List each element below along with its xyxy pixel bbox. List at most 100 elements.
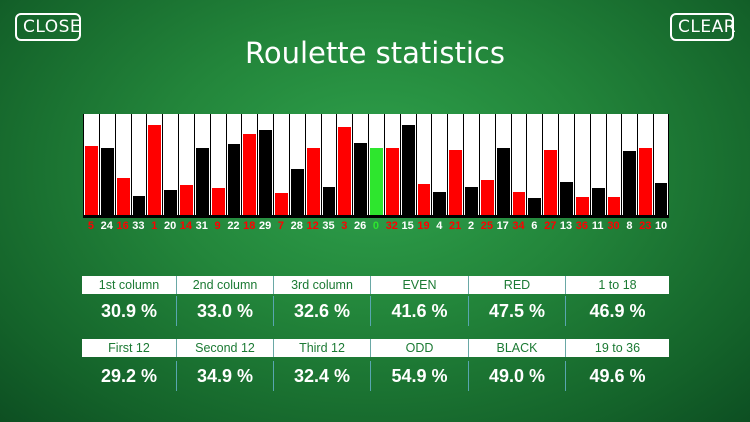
chart-baseline xyxy=(83,215,669,218)
clear-button[interactable]: CLEAR xyxy=(670,13,736,41)
bar-27 xyxy=(544,150,558,217)
bar-19 xyxy=(417,183,431,217)
bar-11 xyxy=(591,187,605,217)
number-label-0: 0 xyxy=(372,220,380,232)
bar-14 xyxy=(180,184,193,217)
number-label-25: 25 xyxy=(480,220,493,232)
number-label-33: 33 xyxy=(132,220,145,232)
stats-row-1-values: 30.9 % 33.0 % 32.6 % 41.6 % 47.5 % 46.9 … xyxy=(82,296,669,326)
number-label-20: 20 xyxy=(163,220,177,232)
number-label-3: 3 xyxy=(341,220,348,232)
bar-5 xyxy=(85,146,98,217)
chart-column-15 xyxy=(399,114,416,217)
stats-row-1-labels: 1st column 2nd column 3rd column EVEN RE… xyxy=(82,276,669,294)
stat-label-odd: ODD xyxy=(371,339,469,357)
number-label-2: 2 xyxy=(467,220,475,232)
stat-label-1st-column: 1st column xyxy=(82,276,177,294)
bar-2 xyxy=(465,186,478,217)
chart-column-20 xyxy=(162,114,178,217)
chart-column-14 xyxy=(178,114,194,217)
stat-value-19-to-36: 49.6 % xyxy=(589,366,646,386)
stat-value-1st-column: 30.9 % xyxy=(82,296,177,326)
bar-6 xyxy=(528,197,542,217)
bar-35 xyxy=(322,186,336,217)
bar-10 xyxy=(655,182,667,217)
number-label-7: 7 xyxy=(277,220,285,232)
chart-column-17 xyxy=(494,114,511,217)
stat-label-2nd-column: 2nd column xyxy=(177,276,274,294)
chart-column-32 xyxy=(383,114,400,217)
number-label-24: 24 xyxy=(100,220,113,232)
number-label-4: 4 xyxy=(436,220,443,232)
number-label-32: 32 xyxy=(385,220,398,232)
stat-label-black: BLACK xyxy=(469,339,566,357)
chart-column-18 xyxy=(241,114,257,217)
bar-34 xyxy=(512,191,526,217)
chart-column-35 xyxy=(320,114,337,217)
number-label-6: 6 xyxy=(531,220,538,232)
bar-17 xyxy=(496,148,510,217)
number-label-23: 23 xyxy=(639,220,652,232)
bar-12 xyxy=(306,148,320,217)
number-label-12: 12 xyxy=(306,220,319,232)
bar-28 xyxy=(290,168,304,217)
stat-label-1-to-18: 1 to 18 xyxy=(566,276,669,294)
number-label-22: 22 xyxy=(227,220,240,232)
chart-column-16 xyxy=(114,114,131,217)
bar-31 xyxy=(195,148,209,217)
number-label-28: 28 xyxy=(290,220,303,232)
stat-label-first-12: First 12 xyxy=(82,339,177,357)
number-label-8: 8 xyxy=(626,220,633,232)
stat-value-first-12: 29.2 % xyxy=(82,361,177,391)
chart-column-0 xyxy=(368,114,384,217)
chart-column-26 xyxy=(352,114,368,217)
chart-column-8 xyxy=(621,114,637,217)
bar-20 xyxy=(164,189,178,217)
chart-column-33 xyxy=(130,114,147,217)
chart-column-29 xyxy=(257,114,273,217)
chart-column-4 xyxy=(431,114,447,217)
number-label-19: 19 xyxy=(417,220,430,232)
number-label-35: 35 xyxy=(322,220,335,232)
number-label-9: 9 xyxy=(214,220,221,232)
bar-32 xyxy=(385,148,399,217)
number-label-27: 27 xyxy=(544,220,557,232)
number-frequency-chart xyxy=(83,114,669,217)
number-label-13: 13 xyxy=(559,220,573,232)
chart-column-3 xyxy=(336,114,352,217)
number-label-17: 17 xyxy=(496,220,509,232)
chart-column-13 xyxy=(558,114,574,217)
stat-value-3rd-column: 32.6 % xyxy=(274,296,371,326)
number-label-16: 16 xyxy=(116,220,129,232)
number-label-1: 1 xyxy=(151,220,158,232)
chart-column-2 xyxy=(463,114,479,217)
stat-value-odd: 54.9 % xyxy=(371,361,469,391)
number-label-34: 34 xyxy=(512,220,525,232)
stat-value-1-to-18: 46.9 % xyxy=(589,301,646,321)
bar-13 xyxy=(560,181,573,217)
number-label-26: 26 xyxy=(354,220,367,232)
chart-column-9 xyxy=(209,114,226,217)
chart-column-19 xyxy=(415,114,432,217)
bar-29 xyxy=(259,130,273,217)
bar-8 xyxy=(623,151,637,217)
number-label-18: 18 xyxy=(243,220,256,232)
stat-value-third-12: 32.4 % xyxy=(274,361,371,391)
close-button[interactable]: CLOSE xyxy=(15,13,81,41)
chart-column-27 xyxy=(542,114,558,217)
bar-9 xyxy=(211,187,225,217)
page-title: Roulette statistics xyxy=(245,36,505,70)
bar-26 xyxy=(354,143,368,217)
chart-column-5 xyxy=(83,114,99,217)
number-label-36: 36 xyxy=(575,220,588,232)
chart-column-1 xyxy=(146,114,162,217)
bar-33 xyxy=(132,195,146,217)
stats-row-2-labels: First 12 Second 12 Third 12 ODD BLACK 19… xyxy=(82,339,669,357)
stat-label-3rd-column: 3rd column xyxy=(274,276,371,294)
number-label-11: 11 xyxy=(591,220,604,232)
bar-24 xyxy=(100,148,114,217)
number-label-15: 15 xyxy=(401,220,414,232)
number-label-30: 30 xyxy=(607,220,620,232)
number-label-5: 5 xyxy=(87,220,94,232)
stat-label-19-to-36: 19 to 36 xyxy=(566,339,669,357)
